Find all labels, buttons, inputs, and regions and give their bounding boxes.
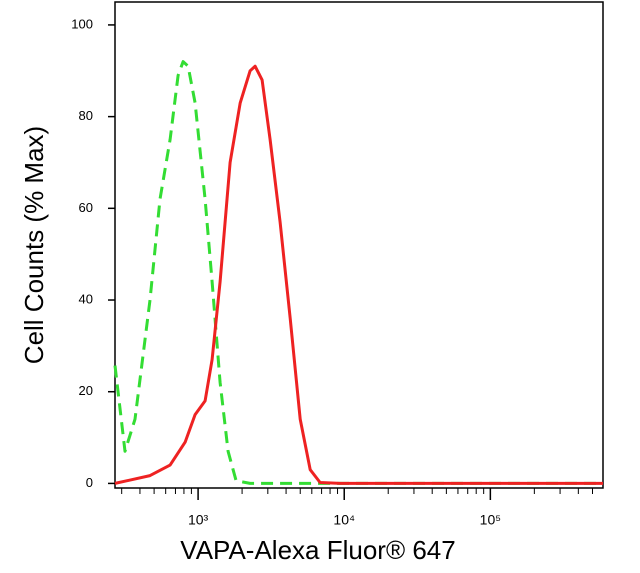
y-tick-label: 20 <box>79 383 93 398</box>
x-tick-label: 10³ <box>188 512 209 528</box>
x-tick-label: 10⁴ <box>333 512 355 528</box>
y-axis-title: Cell Counts (% Max) <box>19 126 49 364</box>
y-tick-label: 80 <box>79 108 93 123</box>
y-tick-label: 60 <box>79 200 93 215</box>
x-axis-title: VAPA-Alexa Fluor® 647 <box>180 535 455 565</box>
y-tick-label: 0 <box>86 475 93 490</box>
series-line <box>113 60 603 485</box>
y-tick-label: 40 <box>79 291 93 306</box>
x-tick-label: 10⁵ <box>480 512 501 528</box>
series-line <box>114 64 603 485</box>
y-tick-label: 100 <box>71 16 93 31</box>
plot-frame <box>114 1 604 489</box>
